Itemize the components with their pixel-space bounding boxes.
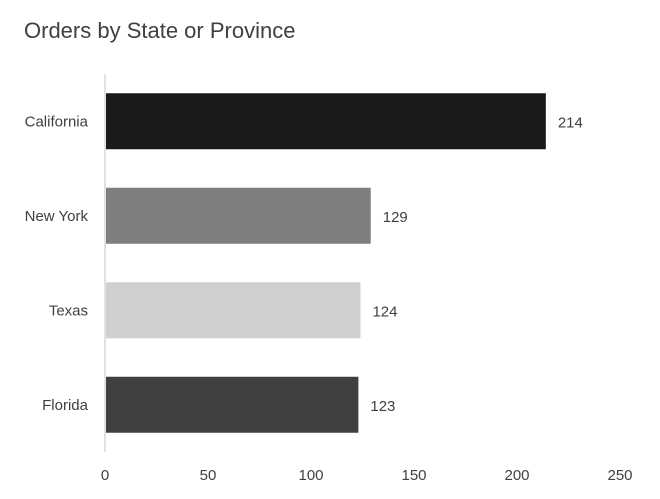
x-tick-label: 150 [401,467,426,484]
data-label: 214 [558,114,583,131]
x-tick-label: 200 [504,467,529,484]
x-tick-label: 100 [298,467,323,484]
bar-florida [106,376,359,433]
category-label: Florida [42,397,89,414]
data-label: 129 [383,209,408,226]
x-tick-label: 50 [200,467,217,484]
data-label: 123 [370,398,395,415]
data-label: 124 [372,303,397,320]
bar-texas [106,282,361,339]
bar-new-york [106,187,371,244]
chart-title: Orders by State or Province [24,18,296,43]
category-label: Texas [49,302,88,319]
category-label: California [25,113,89,130]
bar-california [106,93,546,150]
x-tick-label: 0 [101,467,109,484]
category-label: New York [25,208,89,225]
x-tick-label: 250 [607,467,632,484]
